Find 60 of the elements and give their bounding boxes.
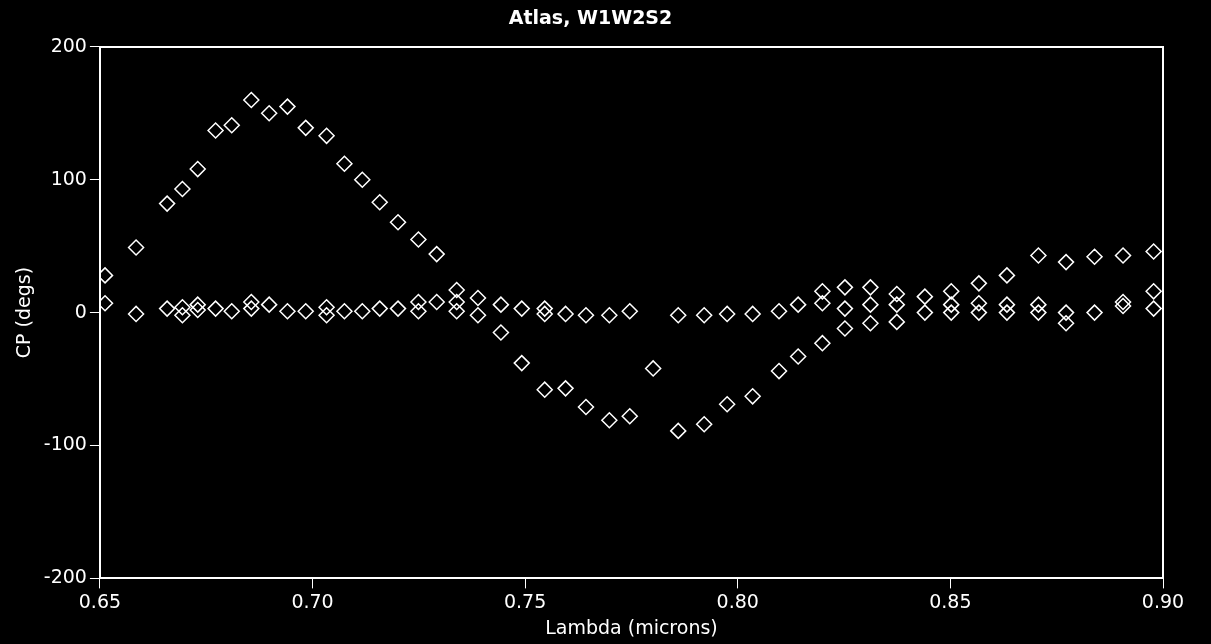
point <box>448 281 465 299</box>
point <box>557 380 574 397</box>
point <box>695 415 713 433</box>
point <box>888 313 906 331</box>
point <box>1145 243 1162 260</box>
point <box>718 396 736 413</box>
point <box>189 160 206 178</box>
point <box>371 194 388 211</box>
y-tick-label: 200 <box>50 33 87 56</box>
y-axis-title: CP (degs) <box>12 266 35 359</box>
y-tick-label: 0 <box>74 299 87 322</box>
point <box>410 231 427 248</box>
point <box>577 398 595 416</box>
x-tick-label: 0.80 <box>716 589 759 612</box>
y-tick-label: -100 <box>43 432 87 455</box>
point <box>336 155 353 172</box>
y-tick-label: 100 <box>50 166 87 189</box>
chart-title: Atlas, W1W2S2 <box>508 6 673 29</box>
point <box>1057 253 1075 271</box>
point <box>174 180 191 198</box>
point <box>942 283 960 300</box>
point <box>998 267 1016 284</box>
y-tick-label: -200 <box>43 565 87 588</box>
point <box>1086 248 1103 266</box>
point <box>207 122 224 139</box>
point <box>644 360 662 377</box>
x-tick-label: 0.75 <box>504 589 547 612</box>
point <box>669 422 687 440</box>
point <box>127 239 145 256</box>
point <box>428 245 445 263</box>
x-tick-label: 0.70 <box>291 589 334 612</box>
point <box>1030 247 1047 264</box>
point <box>789 348 807 365</box>
point <box>770 362 788 380</box>
x-axis-title: Lambda (microns) <box>545 615 718 638</box>
point <box>814 334 831 352</box>
point <box>260 105 278 122</box>
point <box>99 267 114 284</box>
point <box>970 275 988 292</box>
point <box>354 171 371 188</box>
point <box>318 127 335 145</box>
point <box>389 213 407 231</box>
point <box>916 288 934 305</box>
point <box>621 408 639 425</box>
point <box>536 381 553 398</box>
point <box>513 354 530 372</box>
point <box>279 98 296 115</box>
x-tick-label: 0.85 <box>929 589 972 612</box>
point <box>1114 247 1132 264</box>
x-tick-label: 0.65 <box>78 589 122 612</box>
point <box>862 314 879 332</box>
x-tick-label: 0.90 <box>1141 589 1185 612</box>
point <box>601 412 618 429</box>
point <box>158 195 176 212</box>
point <box>836 320 854 337</box>
point <box>297 119 314 137</box>
point <box>223 116 240 134</box>
point <box>492 324 510 341</box>
point <box>744 388 761 405</box>
point <box>243 91 260 109</box>
